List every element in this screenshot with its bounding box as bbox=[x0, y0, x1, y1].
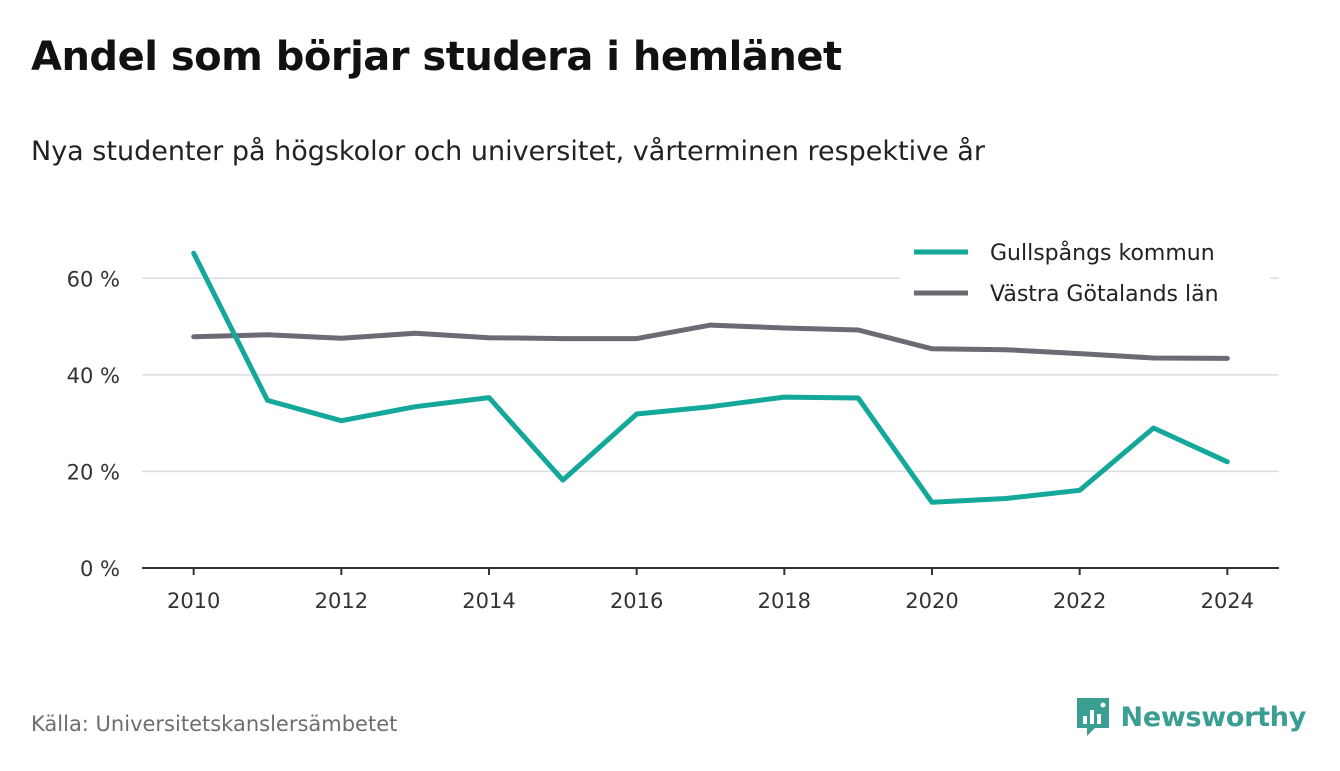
brand-logo[interactable]: Newsworthy bbox=[1075, 696, 1306, 738]
y-tick-label: 20 % bbox=[67, 460, 120, 484]
x-tick-label: 2022 bbox=[1053, 589, 1106, 613]
line-chart: 0 % 20 % 40 % 60 % 2010 2012 2014 2016 2018 2020 2… bbox=[66, 228, 1279, 613]
legend-label: Gullspångs kommun bbox=[990, 240, 1215, 266]
series-line bbox=[191, 322, 1230, 361]
legend-label: Västra Götalands län bbox=[990, 282, 1219, 307]
x-tick-label: 2018 bbox=[758, 589, 811, 613]
y-tick-label: 40 % bbox=[67, 364, 120, 388]
y-tick-label: 60 % bbox=[67, 267, 120, 291]
legend-background bbox=[900, 228, 1270, 312]
x-tick-label: 2020 bbox=[905, 589, 958, 613]
x-tick-label: 2016 bbox=[610, 589, 663, 613]
chart-subtitle: Nya studenter på högskolor och universit… bbox=[31, 136, 985, 167]
x-tick-label: 2010 bbox=[167, 589, 220, 613]
brand-name: Newsworthy bbox=[1120, 701, 1307, 733]
x-tick-label: 2024 bbox=[1201, 589, 1254, 613]
source-note: Källa: Universitetskanslersämbetet bbox=[31, 712, 398, 736]
y-tick-label: 0 % bbox=[80, 557, 120, 581]
x-tick-label: 2014 bbox=[462, 589, 515, 613]
newsworthy-logo-icon bbox=[1076, 698, 1109, 736]
chart-title: Andel som börjar studera i hemlänet bbox=[31, 34, 842, 80]
series-line bbox=[191, 250, 1230, 505]
x-tick-label: 2012 bbox=[315, 589, 368, 613]
